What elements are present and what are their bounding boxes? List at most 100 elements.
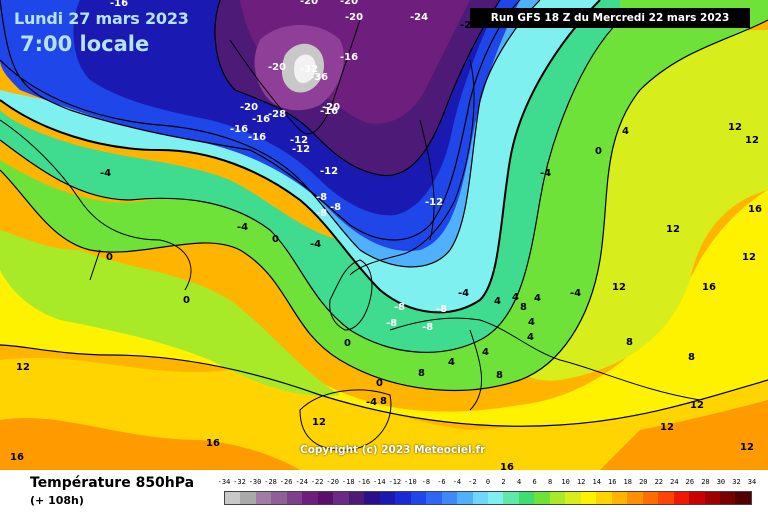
temperature-label: 0 xyxy=(183,295,190,306)
green-pale xyxy=(0,230,340,396)
legend-tick: 8 xyxy=(548,478,553,486)
legend-tick: 34 xyxy=(747,478,757,486)
temperature-label: -16 xyxy=(248,132,266,143)
orange-deep xyxy=(0,417,300,470)
legend-swatch xyxy=(333,492,349,504)
legend-swatch xyxy=(658,492,674,504)
legend-tick: -14 xyxy=(372,478,386,486)
isotherm-8 xyxy=(0,19,768,392)
legend-tick: -30 xyxy=(248,478,262,486)
temperature-label: -8 xyxy=(394,302,405,313)
temperature-label: -12 xyxy=(320,166,338,177)
temperature-label: 8 xyxy=(496,370,503,381)
legend-tick: -6 xyxy=(437,478,446,486)
temperature-label: 12 xyxy=(16,362,30,373)
legend-swatch xyxy=(642,492,659,504)
legend-swatch xyxy=(255,492,272,504)
legend-tick: 24 xyxy=(670,478,679,486)
temperature-label: -36 xyxy=(310,72,328,83)
legend-tick: 30 xyxy=(716,478,726,486)
temperature-label: 4 xyxy=(512,292,519,303)
legend-tick: -16 xyxy=(357,478,371,486)
isotherm-minus4 xyxy=(0,0,541,268)
temperature-label: -4 xyxy=(237,222,248,233)
legend-swatch xyxy=(379,492,396,504)
temperature-label: -16 xyxy=(252,114,270,125)
lead-time-label: (+ 108h) xyxy=(30,494,84,507)
temperature-label: -20 xyxy=(322,102,340,113)
temperature-label: -8 xyxy=(386,318,397,329)
temperature-label: 0 xyxy=(595,146,602,157)
temperature-label: 12 xyxy=(740,442,754,453)
legend-swatch xyxy=(441,492,458,504)
legend-swatch xyxy=(580,492,597,504)
legend-tick: -20 xyxy=(326,478,340,486)
temperature-label: 12 xyxy=(666,224,680,235)
legend-swatch xyxy=(704,492,720,504)
temperature-label: 4 xyxy=(622,126,629,137)
legend-tick: 6 xyxy=(532,478,537,486)
legend-swatch xyxy=(426,492,442,504)
legend-swatch xyxy=(317,492,334,504)
legend-swatch xyxy=(271,492,287,504)
legend-swatch xyxy=(457,492,473,504)
isotherm-minus8 xyxy=(0,0,521,241)
temperature-label: 16 xyxy=(206,438,220,449)
time-title: 7:00 locale xyxy=(20,32,150,56)
legend-swatch xyxy=(534,492,550,504)
legend-tick: -28 xyxy=(264,478,277,486)
legend-tick: 10 xyxy=(561,478,570,486)
legend-swatch xyxy=(302,492,318,504)
temperature-label: -20 xyxy=(300,0,318,7)
temperature-label: -4 xyxy=(458,288,469,299)
temperature-label: 4 xyxy=(448,357,455,368)
temperature-label: 4 xyxy=(527,332,534,343)
isotherm-12 xyxy=(0,344,768,427)
temperature-label: 12 xyxy=(728,122,742,133)
temperature-label: 12 xyxy=(742,252,756,263)
temperature-label: -8 xyxy=(436,304,447,315)
legend-swatch xyxy=(596,492,612,504)
legend-tick: 20 xyxy=(639,478,648,486)
legend-swatch xyxy=(487,492,504,504)
coastline-continent xyxy=(389,317,701,411)
white-core xyxy=(294,54,316,84)
map-labels: -16 -20 -20-24-2-20-16-20-16-20-16-16-32-3… xyxy=(10,0,762,473)
temperature-label: -28 xyxy=(268,109,286,120)
legend-swatch xyxy=(395,492,411,504)
green-west xyxy=(0,0,768,391)
temperature-label: -32 xyxy=(300,64,318,75)
temperature-label: 8 xyxy=(688,352,695,363)
temperature-label: -8 xyxy=(330,202,341,213)
temperature-label: 0 xyxy=(344,338,351,349)
coastline-british-isles xyxy=(329,259,373,331)
legend-tick: -32 xyxy=(233,478,246,486)
temperature-label: -4 xyxy=(570,288,581,299)
parameter-label: Température 850hPa xyxy=(30,475,195,491)
legend-swatch xyxy=(611,492,628,504)
legend-swatch xyxy=(689,492,705,504)
coastline-iberia xyxy=(299,389,392,451)
temperature-label: 12 xyxy=(745,135,759,146)
legend-tick: 18 xyxy=(623,478,632,486)
legend-tick: -12 xyxy=(388,478,402,486)
date-title: Lundi 27 mars 2023 xyxy=(14,9,189,28)
legend-swatch xyxy=(627,492,643,504)
legend-tick: 28 xyxy=(701,478,710,486)
coastline-north-america xyxy=(0,119,192,291)
temperature-label: 16 xyxy=(500,462,514,473)
temperature-label: 16 xyxy=(702,282,716,293)
temperature-label: 8 xyxy=(380,396,387,407)
temperature-label: 4 xyxy=(482,347,489,358)
temperature-label: 12 xyxy=(660,422,674,433)
legend-tick: 2 xyxy=(501,478,506,486)
temperature-label: 8 xyxy=(520,302,527,313)
legend-tick: -2 xyxy=(468,478,477,486)
temperature-label: 4 xyxy=(494,296,501,307)
legend-tick: -18 xyxy=(341,478,355,486)
legend-tick: 16 xyxy=(608,478,617,486)
temperature-label: -24 xyxy=(410,12,428,23)
legend-swatch xyxy=(240,492,256,504)
